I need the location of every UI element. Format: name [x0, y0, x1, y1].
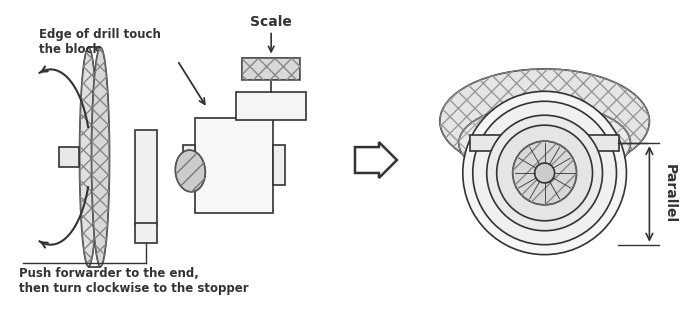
Circle shape: [535, 163, 554, 183]
Bar: [195, 118, 273, 213]
Bar: [273, 145, 285, 185]
Bar: [135, 130, 158, 225]
Text: Edge of drill touch
the block: Edge of drill touch the block: [38, 28, 160, 57]
Ellipse shape: [175, 150, 205, 192]
Bar: [236, 92, 306, 120]
Text: Scale: Scale: [250, 15, 292, 28]
Bar: [59, 147, 78, 167]
FancyArrow shape: [355, 142, 397, 178]
Bar: [470, 135, 620, 151]
Bar: [242, 58, 300, 80]
Circle shape: [486, 115, 603, 231]
Circle shape: [512, 141, 577, 205]
Ellipse shape: [92, 48, 109, 267]
Circle shape: [497, 125, 592, 221]
Ellipse shape: [80, 48, 97, 267]
Text: Parallel: Parallel: [662, 164, 676, 223]
Circle shape: [473, 101, 617, 245]
Text: Push forwarder to the end,
then turn clockwise to the stopper: Push forwarder to the end, then turn clo…: [19, 267, 248, 294]
Bar: [242, 58, 300, 80]
Ellipse shape: [458, 104, 631, 182]
Bar: [183, 145, 195, 185]
Bar: [135, 223, 158, 243]
Ellipse shape: [440, 69, 650, 174]
Circle shape: [463, 91, 626, 255]
